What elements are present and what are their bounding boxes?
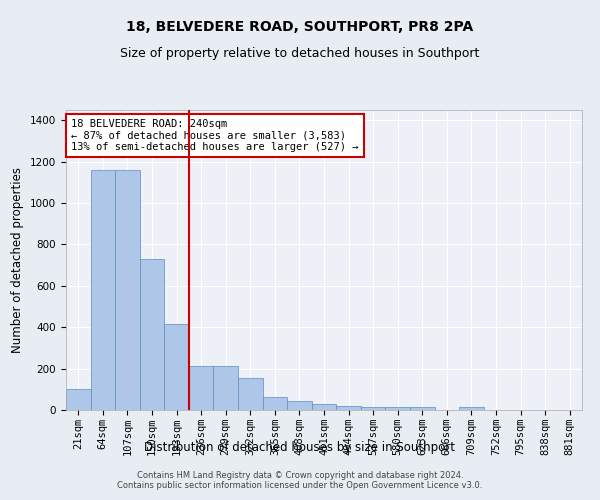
Bar (459, 407, 484, 410)
Bar (238, 378, 263, 410)
Y-axis label: Number of detached properties: Number of detached properties (11, 167, 25, 353)
Text: Distribution of detached houses by size in Southport: Distribution of detached houses by size … (145, 441, 455, 454)
Text: 18 BELVEDERE ROAD: 240sqm
← 87% of detached houses are smaller (3,583)
13% of se: 18 BELVEDERE ROAD: 240sqm ← 87% of detac… (71, 119, 359, 152)
Bar (189, 366, 214, 410)
Bar (164, 324, 189, 410)
Bar (66, 390, 91, 410)
Text: Size of property relative to detached houses in Southport: Size of property relative to detached ho… (121, 48, 479, 60)
Bar (361, 407, 385, 410)
Text: Contains HM Land Registry data © Crown copyright and database right 2024.
Contai: Contains HM Land Registry data © Crown c… (118, 470, 482, 490)
Bar (115, 170, 140, 410)
Bar (214, 366, 238, 410)
Bar (263, 396, 287, 410)
Bar (140, 259, 164, 410)
Bar (287, 400, 312, 410)
Bar (336, 406, 361, 410)
Bar (312, 404, 336, 410)
Bar (385, 407, 410, 410)
Text: 18, BELVEDERE ROAD, SOUTHPORT, PR8 2PA: 18, BELVEDERE ROAD, SOUTHPORT, PR8 2PA (127, 20, 473, 34)
Bar (410, 407, 434, 410)
Bar (91, 170, 115, 410)
